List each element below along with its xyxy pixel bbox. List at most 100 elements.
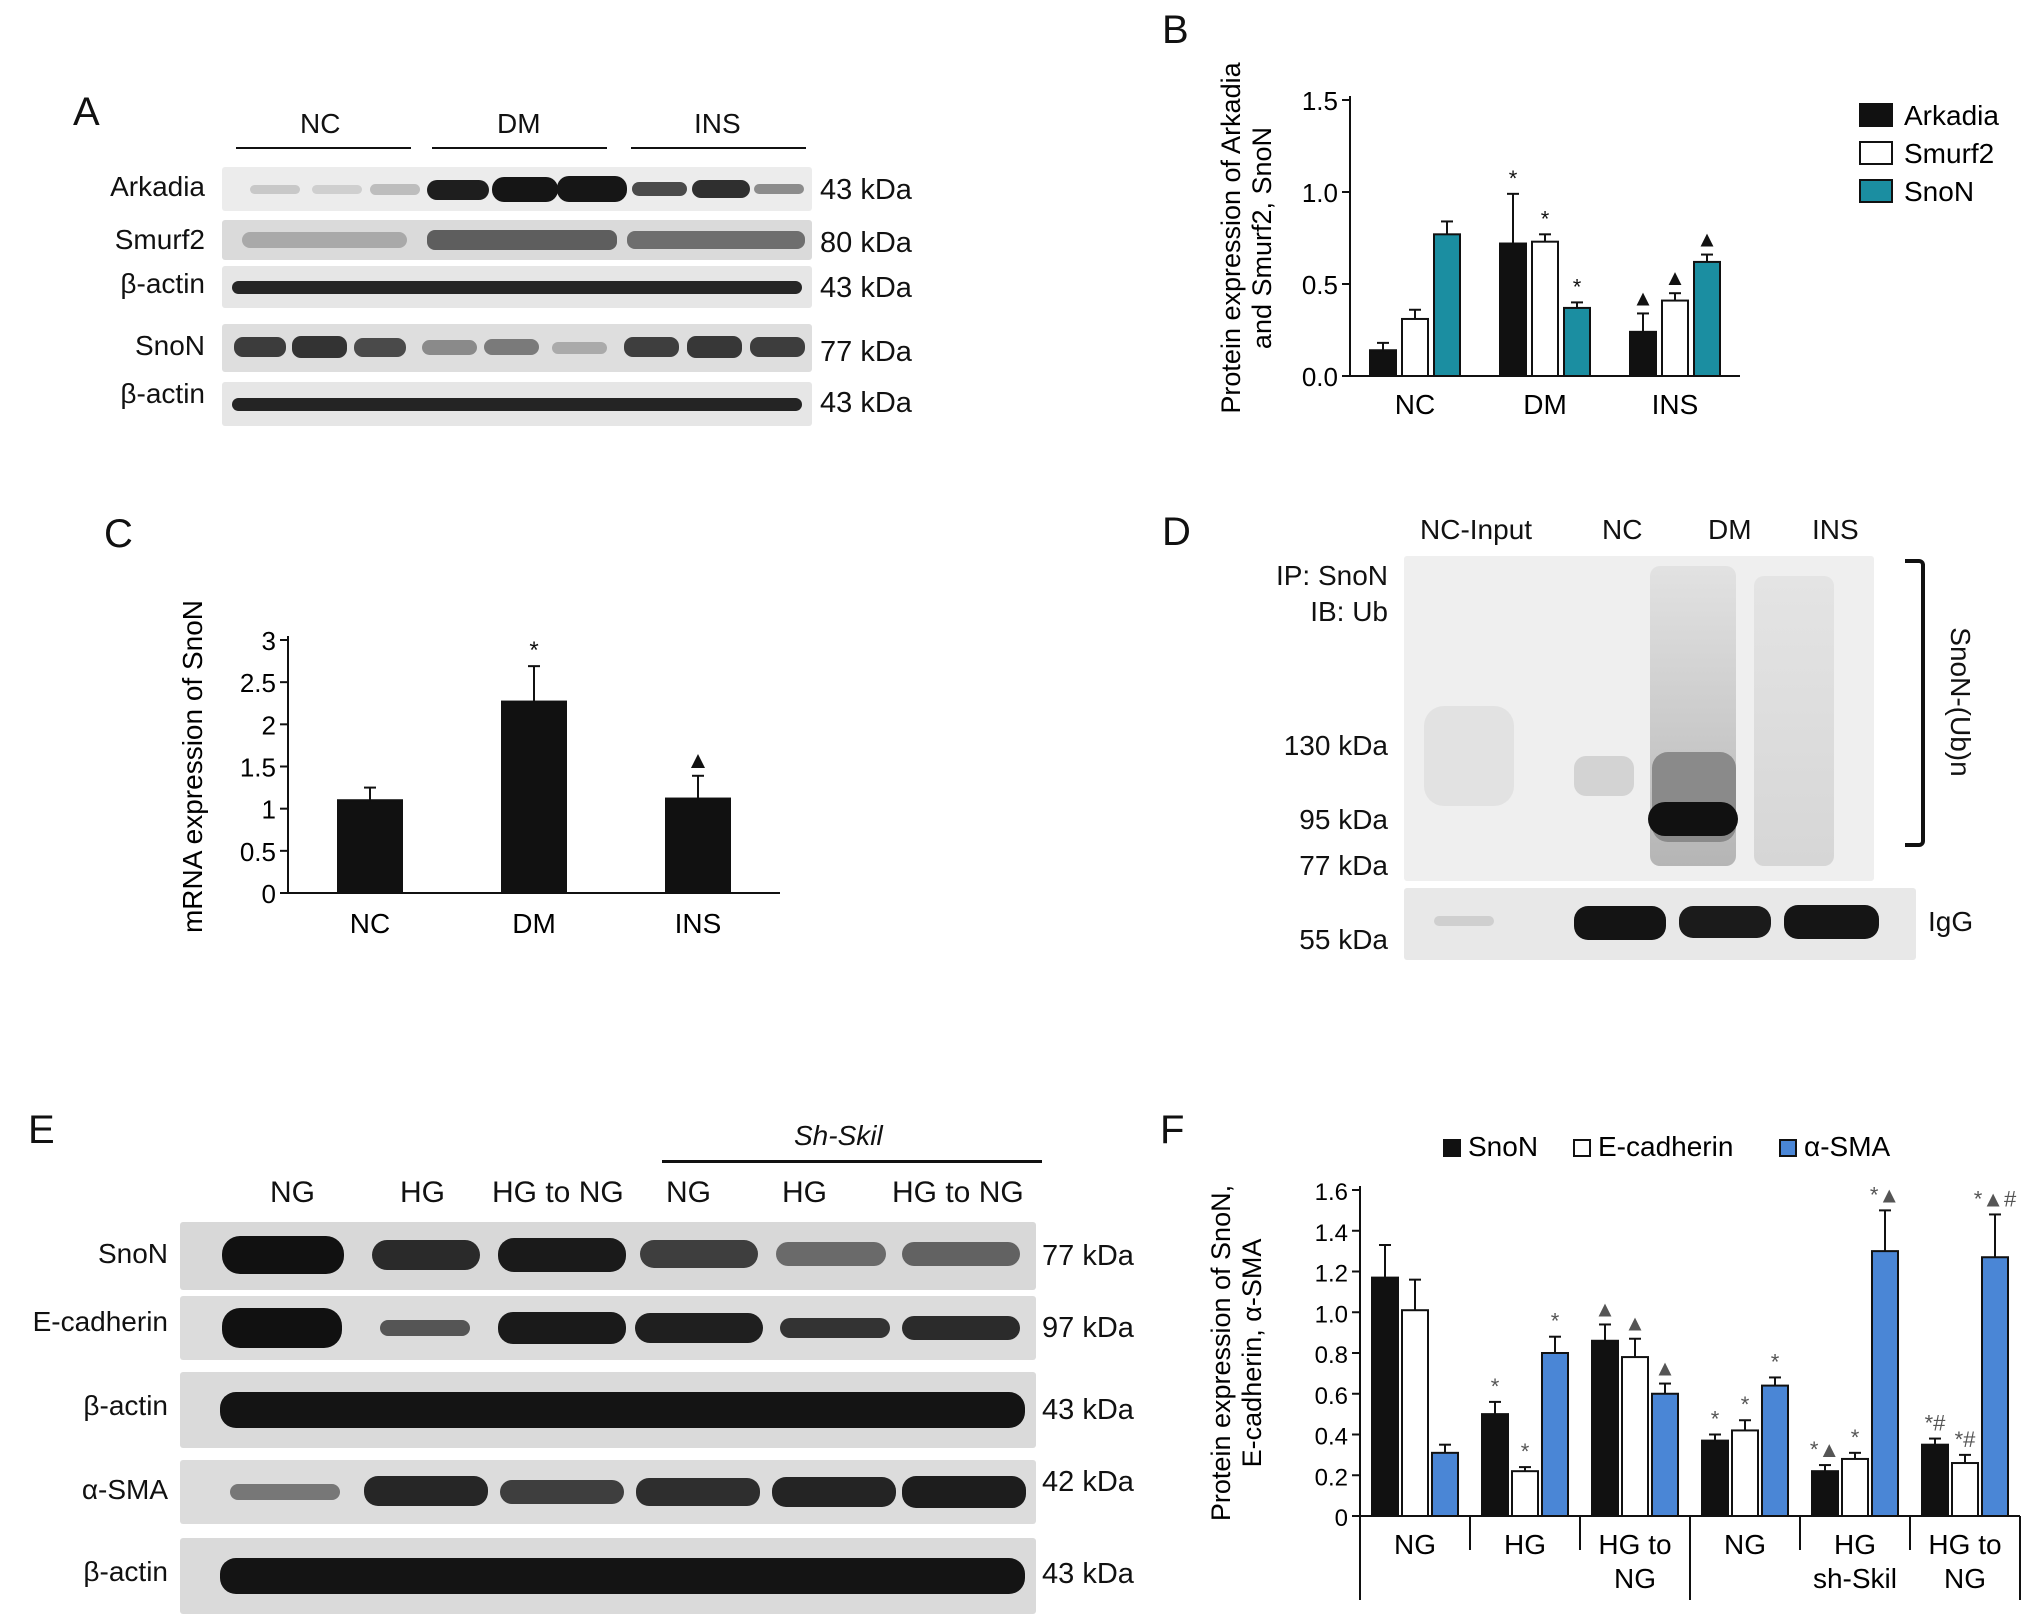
bar bbox=[1761, 1384, 1789, 1517]
bar bbox=[665, 797, 731, 894]
kda-label: 43 kDa bbox=[820, 272, 912, 304]
y-tick-label: 1.2 bbox=[1315, 1261, 1348, 1288]
blot-strip-beta-actin bbox=[222, 382, 812, 426]
ubiquitin-bracket bbox=[1905, 559, 1925, 847]
x-tick-label: HG to bbox=[1928, 1529, 2001, 1560]
significance-mark: * bbox=[1851, 1425, 1860, 1450]
legend-swatch bbox=[1779, 1139, 1797, 1157]
blot-strip-snon bbox=[180, 1222, 1036, 1290]
kda-label: 42 kDa bbox=[1042, 1466, 1134, 1498]
kda-label: 43 kDa bbox=[820, 387, 912, 419]
marker-label: 95 kDa bbox=[1299, 804, 1388, 835]
x-tick-label: NG bbox=[1724, 1529, 1766, 1560]
group-label-ins: INS bbox=[694, 108, 741, 139]
legend-swatch bbox=[1443, 1139, 1461, 1157]
y-tick-label: 0.2 bbox=[1315, 1464, 1348, 1491]
significance-mark: *# bbox=[1955, 1427, 1977, 1452]
blot-strip-snon bbox=[222, 324, 812, 372]
bar bbox=[337, 799, 403, 895]
blot-strip-arkadia bbox=[222, 167, 812, 211]
kda-label: 43 kDa bbox=[820, 174, 912, 206]
bar bbox=[1591, 1339, 1619, 1517]
y-tick-label: 0.0 bbox=[1302, 362, 1338, 392]
x-tick-label: NG bbox=[1944, 1563, 1986, 1594]
y-tick-label: 2 bbox=[262, 710, 276, 740]
x-tick-label: HG bbox=[1834, 1529, 1876, 1560]
y-tick-label: 0.5 bbox=[240, 837, 276, 867]
blot-row-label: E-cadherin bbox=[32, 1306, 168, 1337]
lane-label: NG bbox=[666, 1176, 711, 1209]
significance-mark: * bbox=[1491, 1374, 1500, 1399]
sh-skil-line bbox=[662, 1160, 1042, 1163]
significance-mark: *# bbox=[1925, 1411, 1947, 1436]
bar bbox=[1481, 1413, 1509, 1517]
group-line-ins bbox=[631, 147, 806, 149]
bar bbox=[1499, 242, 1527, 377]
lane-label: NG bbox=[270, 1176, 315, 1209]
bar bbox=[1629, 330, 1657, 377]
y-axis-label: mRNA expression of SnoN bbox=[177, 600, 208, 933]
y-tick-label: 2.5 bbox=[240, 668, 276, 698]
x-tick-label: DM bbox=[1523, 389, 1567, 420]
bar bbox=[1981, 1256, 2009, 1518]
bar bbox=[1621, 1356, 1649, 1517]
legend-label: Smurf2 bbox=[1904, 138, 1994, 169]
bar bbox=[1401, 1309, 1429, 1517]
significance-mark: *▲ bbox=[1870, 1182, 1900, 1207]
kda-label: 77 kDa bbox=[1042, 1240, 1134, 1272]
blot-row-label: β-actin bbox=[83, 1390, 168, 1421]
bar bbox=[1401, 317, 1429, 377]
ip-label: IP: SnoN bbox=[1275, 560, 1388, 591]
lane-label: HG bbox=[400, 1176, 445, 1209]
blot-row-label: SnoN bbox=[97, 1238, 168, 1269]
blot-strip-alpha-sma bbox=[180, 1460, 1036, 1524]
significance-mark: * bbox=[1771, 1349, 1780, 1374]
significance-mark: ▲ bbox=[1594, 1296, 1616, 1321]
bar bbox=[1541, 1352, 1569, 1517]
significance-mark: * bbox=[1741, 1392, 1750, 1417]
x-tick-label: NG bbox=[1394, 1529, 1436, 1560]
y-axis-label: Protein expression of Arkadia bbox=[1216, 61, 1246, 413]
group-line-dm bbox=[432, 147, 607, 149]
legend-label: SnoN bbox=[1468, 1131, 1538, 1162]
y-tick-label: 1.5 bbox=[240, 753, 276, 783]
blot-row-label: α-SMA bbox=[81, 1474, 168, 1505]
bar bbox=[1531, 240, 1559, 377]
bar bbox=[1651, 1392, 1679, 1517]
x-tick-label: NG bbox=[1614, 1563, 1656, 1594]
significance-mark: ▲ bbox=[1624, 1311, 1646, 1336]
marker-label: 130 kDa bbox=[1283, 730, 1388, 761]
lane-label: NC-Input bbox=[1420, 514, 1533, 545]
blot-row-label: β-actin bbox=[120, 378, 205, 409]
bar-chart-f: 0 0.2 0.4 0.6 0.8 1.0 1.2 1.4 1.6 Protein express… bbox=[1206, 1131, 2021, 1600]
lane-label: HG to NG bbox=[492, 1176, 624, 1209]
significance-mark: * bbox=[1521, 1439, 1530, 1464]
significance-mark: ▲ bbox=[1664, 265, 1686, 290]
x-tick-label: DM bbox=[512, 908, 556, 939]
blot-strip-beta-actin bbox=[222, 266, 812, 308]
significance-mark: *▲# bbox=[1974, 1186, 2017, 1211]
ib-label: IB: Ub bbox=[1310, 596, 1388, 627]
blot-row-label: Arkadia bbox=[110, 171, 205, 202]
blot-strip-beta-actin bbox=[180, 1372, 1036, 1448]
bar bbox=[1693, 260, 1721, 378]
panel-label-a: A bbox=[73, 90, 100, 134]
bar bbox=[1433, 233, 1461, 377]
group-line-nc bbox=[236, 147, 411, 149]
bar bbox=[1431, 1451, 1459, 1517]
group-label-dm: DM bbox=[497, 108, 541, 139]
legend-label: E-cadherin bbox=[1598, 1131, 1733, 1162]
bar-chart-b: 0.0 0.5 1.0 1.5 Protein expression of Arkadi… bbox=[1216, 61, 1999, 420]
sh-skil-label: Sh-Skil bbox=[794, 1120, 883, 1151]
y-tick-label: 3 bbox=[262, 626, 276, 656]
panel-label-d: D bbox=[1162, 510, 1191, 554]
significance-mark: ▲ bbox=[1654, 1356, 1676, 1381]
marker-label: 55 kDa bbox=[1299, 924, 1388, 955]
legend-swatch bbox=[1573, 1139, 1591, 1157]
blot-strip-e-cadherin bbox=[180, 1296, 1036, 1360]
blot-row-label: β-actin bbox=[83, 1556, 168, 1587]
panel-label-b: B bbox=[1162, 8, 1189, 52]
y-axis-label: E-cadherin, α-SMA bbox=[1237, 1239, 1267, 1468]
bar bbox=[1371, 1276, 1399, 1517]
